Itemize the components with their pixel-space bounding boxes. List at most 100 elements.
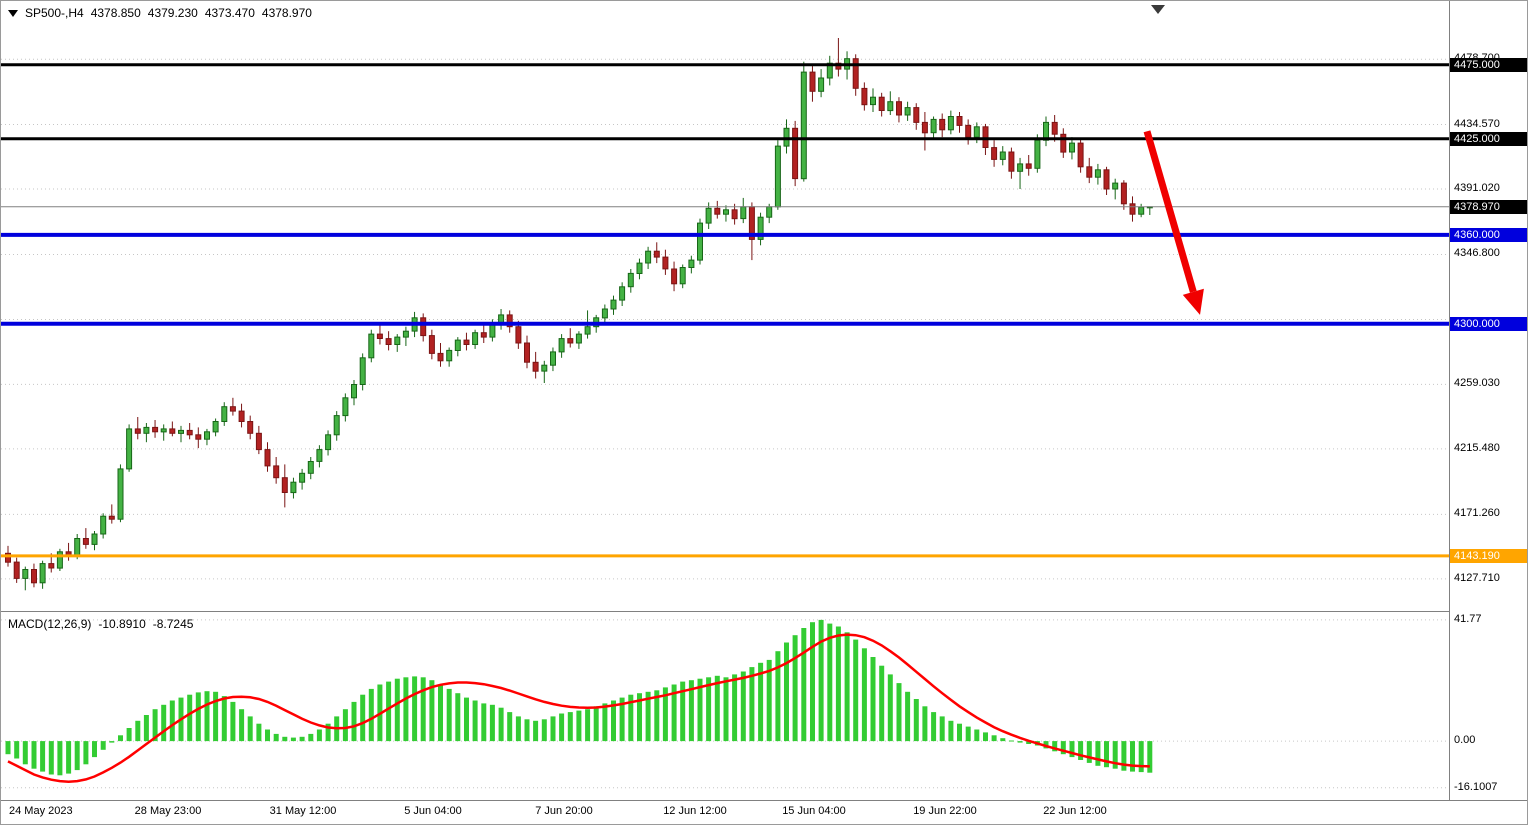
macd-histogram-bar bbox=[282, 736, 288, 742]
price-level-label: 4360.000 bbox=[1450, 228, 1527, 242]
price-axis-label: 4215.480 bbox=[1454, 442, 1500, 454]
macd-histogram-bar bbox=[810, 622, 815, 742]
macd-histogram-bar bbox=[550, 716, 556, 742]
price-chart[interactable] bbox=[1, 1, 1449, 611]
bull-candle bbox=[212, 421, 219, 433]
time-axis-label: 31 May 12:00 bbox=[269, 805, 337, 817]
time-axis-label: 22 Jun 12:00 bbox=[1043, 805, 1107, 817]
bear-candle bbox=[48, 563, 55, 569]
pane-splitter[interactable] bbox=[1, 611, 1527, 612]
bull-candle bbox=[740, 206, 747, 220]
bear-candle bbox=[195, 434, 202, 440]
price-axis[interactable]: 4478.7004434.5704391.0204346.8004259.030… bbox=[1450, 1, 1527, 800]
macd-histogram-bar bbox=[524, 719, 530, 742]
macd-histogram-bar bbox=[74, 741, 80, 771]
macd-histogram-bar bbox=[533, 720, 539, 742]
trend-arrow[interactable] bbox=[1143, 130, 1197, 293]
bear-candle bbox=[567, 338, 574, 344]
time-axis[interactable]: 24 May 2023 28 May 23:00 31 May 12:00 5 Jun… bbox=[1, 801, 1527, 824]
bear-candle bbox=[281, 477, 288, 494]
macd-histogram-bar bbox=[66, 741, 72, 774]
bull-candle bbox=[1069, 142, 1075, 153]
macd-histogram-bar bbox=[645, 691, 651, 742]
macd-histogram-bar bbox=[861, 648, 867, 742]
bear-candle bbox=[82, 538, 89, 545]
macd-histogram-bar bbox=[256, 723, 262, 742]
bull-candle bbox=[558, 338, 565, 353]
bear-candle bbox=[896, 101, 902, 116]
macd-histogram-bar bbox=[585, 709, 591, 742]
bull-candle bbox=[351, 384, 357, 399]
bull-candle bbox=[100, 515, 107, 535]
price-pane[interactable]: SP500-,H4 4378.850 4379.230 4373.470 437… bbox=[1, 1, 1449, 611]
bear-candle bbox=[714, 207, 721, 215]
symbol-dropdown-icon[interactable] bbox=[8, 9, 18, 17]
macd-histogram-bar bbox=[204, 691, 210, 742]
macd-histogram-bar bbox=[775, 651, 781, 742]
bear-candle bbox=[463, 339, 470, 346]
macd-histogram-bar bbox=[974, 729, 980, 742]
bull-candle bbox=[627, 272, 634, 288]
bull-candle bbox=[359, 357, 366, 385]
macd-histogram-bar bbox=[922, 706, 928, 742]
price-axis-label: 4391.020 bbox=[1454, 182, 1500, 194]
bull-candle bbox=[39, 563, 46, 584]
macd-histogram-bar bbox=[118, 735, 123, 742]
macd-axis-label: 41.77 bbox=[1454, 613, 1482, 625]
macd-histogram-bar bbox=[593, 706, 599, 742]
price-axis-label: 4346.800 bbox=[1454, 247, 1500, 259]
macd-pane[interactable]: MACD(12,26,9) -10.8910 -8.7245 bbox=[1, 612, 1449, 800]
macd-indicator-label: MACD(12,26,9) bbox=[8, 617, 92, 631]
macd-histogram-bar bbox=[135, 720, 141, 742]
bull-candle bbox=[1034, 139, 1041, 169]
bear-candle bbox=[991, 147, 998, 160]
bull-candle bbox=[402, 330, 409, 338]
macd-histogram-bar bbox=[879, 665, 885, 742]
trend-arrow-head[interactable] bbox=[1182, 288, 1204, 315]
macd-histogram-bar bbox=[896, 683, 902, 742]
bear-candle bbox=[1008, 151, 1015, 172]
bull-candle bbox=[679, 267, 686, 285]
bear-candle bbox=[376, 333, 383, 340]
bull-candle bbox=[1094, 169, 1101, 178]
bear-candle bbox=[273, 465, 280, 479]
time-axis-border bbox=[1, 800, 1527, 801]
bull-candle bbox=[1112, 182, 1119, 190]
macd-histogram-bar bbox=[325, 723, 331, 742]
bull-candle bbox=[22, 569, 29, 579]
macd-chart[interactable] bbox=[1, 612, 1449, 800]
macd-histogram-bar bbox=[1104, 741, 1109, 768]
bear-candle bbox=[31, 569, 37, 584]
current-price-label: 4378.970 bbox=[1450, 200, 1527, 214]
macd-histogram-bar bbox=[1026, 741, 1032, 744]
bear-candle bbox=[247, 421, 254, 434]
macd-histogram-bar bbox=[1086, 741, 1092, 763]
chart-shift-marker-icon[interactable] bbox=[1151, 5, 1165, 14]
bear-candle bbox=[13, 561, 20, 579]
bear-candle bbox=[653, 250, 660, 258]
macd-histogram-bar bbox=[290, 737, 296, 742]
bull-candle bbox=[160, 428, 167, 433]
macd-histogram-bar bbox=[602, 703, 608, 742]
macd-histogram-bar bbox=[247, 716, 253, 742]
bull-candle bbox=[342, 397, 349, 417]
macd-histogram-bar bbox=[619, 697, 625, 742]
macd-histogram-bar bbox=[40, 741, 46, 772]
time-axis-label: 5 Jun 04:00 bbox=[404, 805, 462, 817]
macd-histogram-bar bbox=[792, 635, 798, 742]
bull-candle bbox=[619, 286, 626, 301]
bear-candle bbox=[662, 256, 669, 270]
ohlc-open: 4378.850 bbox=[90, 6, 141, 20]
bear-candle bbox=[939, 118, 946, 131]
time-axis-label: 28 May 23:00 bbox=[134, 805, 202, 817]
macd-histogram-bar bbox=[221, 696, 227, 742]
macd-histogram-bar bbox=[784, 642, 789, 742]
bull-candle bbox=[126, 428, 133, 470]
bull-candle bbox=[472, 332, 479, 346]
macd-histogram-bar bbox=[48, 741, 54, 775]
bull-candle bbox=[575, 333, 582, 344]
macd-histogram-bar bbox=[870, 657, 876, 742]
macd-histogram-bar bbox=[351, 701, 357, 742]
macd-histogram-bar bbox=[1130, 741, 1135, 772]
price-axis-label: 4171.260 bbox=[1454, 507, 1500, 519]
